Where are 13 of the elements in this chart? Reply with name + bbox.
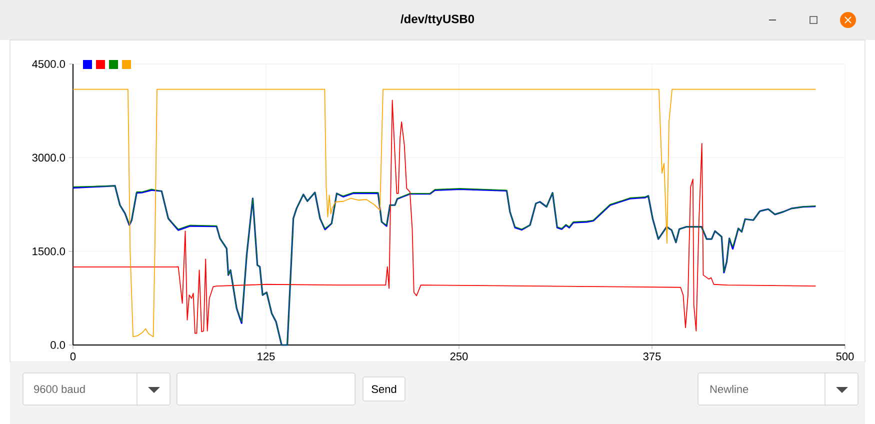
y-tick-label: 0.0 (50, 341, 66, 349)
chart-title: /dev/ttyUSB0 (400, 14, 474, 26)
x-tick-label: 500 (836, 352, 854, 360)
text: 9600 baud (34, 384, 85, 394)
x-tick-label: 250 (450, 352, 468, 360)
y-tick-label: 3000.0 (32, 154, 66, 162)
y-tick-label: 1500.0 (32, 247, 66, 256)
x-tick-label: 375 (643, 352, 661, 360)
x-tick-label: 125 (258, 352, 275, 360)
text: Newline (710, 384, 748, 394)
text: Send (372, 384, 396, 394)
x-tick-label: 0 (70, 352, 76, 360)
y-tick-label: 4500.0 (32, 60, 66, 68)
